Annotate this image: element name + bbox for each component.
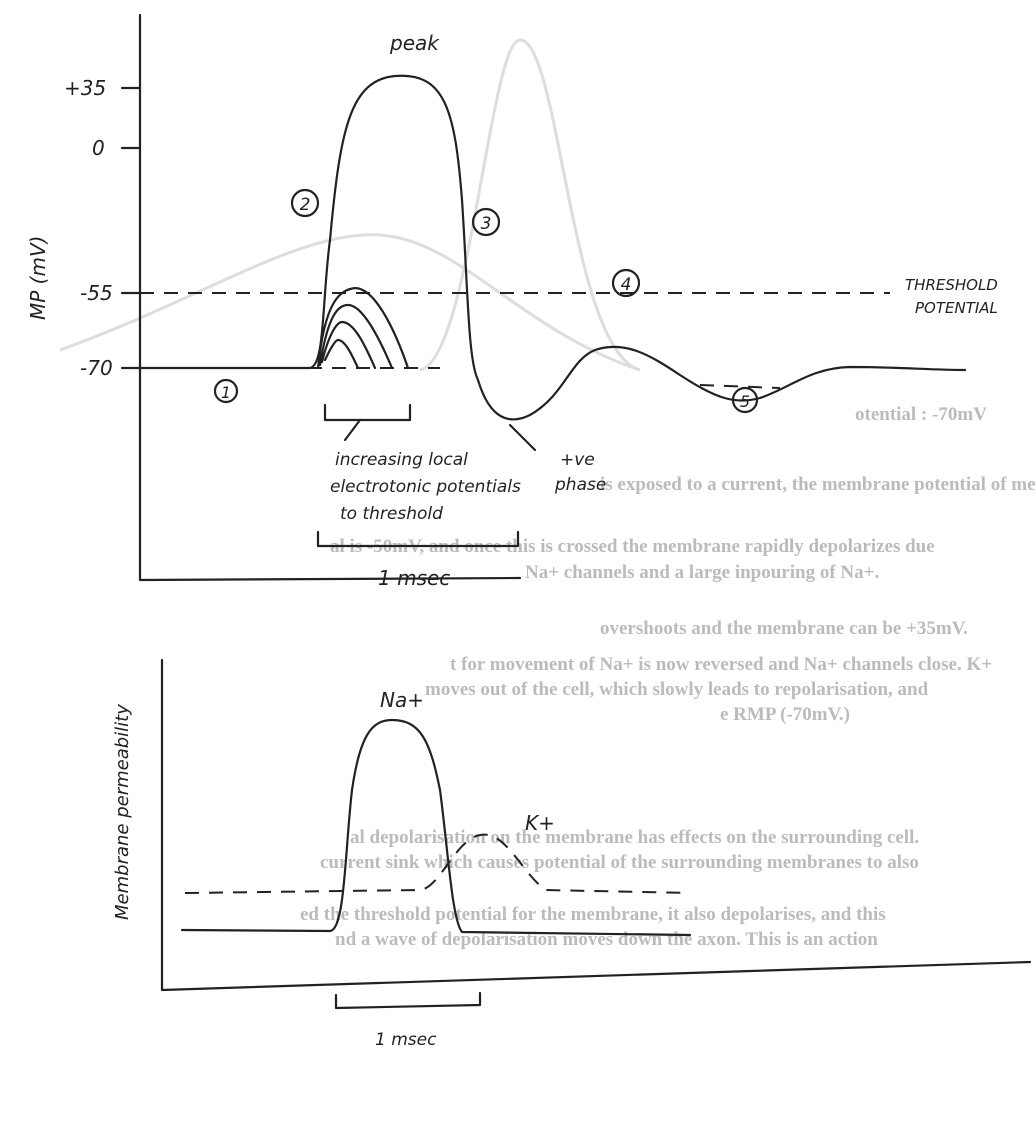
- bg-line: current sink which causes potential of t…: [320, 852, 919, 873]
- note: phase: [554, 475, 606, 495]
- note: to threshold: [340, 504, 443, 524]
- tick-label: -70: [80, 356, 113, 380]
- na-label: Na+: [380, 688, 424, 712]
- note: increasing local: [335, 450, 468, 470]
- bg-line: Na+ channels and a large inpouring of Na…: [525, 562, 879, 583]
- paper: [0, 0, 1036, 1142]
- note: electrotonic potentials: [330, 477, 521, 497]
- bg-line: e RMP (-70mV.): [720, 704, 850, 725]
- bg-line: t for movement of Na+ is now reversed an…: [450, 654, 992, 675]
- tick-label: -55: [80, 281, 113, 305]
- tick-label: +35: [64, 76, 106, 100]
- y-axis-label: Membrane permeability: [112, 704, 133, 920]
- threshold-label: POTENTIAL: [915, 299, 998, 317]
- phase-number: 4: [621, 275, 632, 295]
- threshold-label: THRESHOLD: [905, 276, 998, 294]
- tick-label: 0: [92, 136, 105, 160]
- bg-line: moves out of the cell, which slowly lead…: [425, 679, 929, 700]
- bg-line: ed the threshold potential for the membr…: [300, 904, 886, 925]
- duration-label: 1 msec: [375, 1030, 437, 1050]
- k-label: K+: [525, 811, 555, 835]
- phase-number: 3: [481, 214, 492, 234]
- bg-line: nd a wave of depolarisation moves down t…: [335, 929, 878, 950]
- phase-number: 2: [300, 195, 311, 215]
- bg-line: overshoots and the membrane can be +35mV…: [600, 618, 968, 639]
- diagram: otential : -70mV is exposed to a current…: [0, 0, 1036, 1142]
- bg-line: otential : -70mV: [855, 404, 987, 425]
- peak-label: peak: [389, 31, 440, 55]
- note: +ve: [560, 450, 595, 470]
- bg-line: is exposed to a current, the membrane po…: [600, 474, 1036, 495]
- phase-number: 1: [221, 383, 231, 402]
- y-axis-label: MP (mV): [26, 236, 50, 320]
- phase-number: 5: [740, 392, 750, 411]
- duration-label: 1 msec: [378, 566, 450, 590]
- bg-line: al depolarisation on the membrane has ef…: [350, 827, 919, 848]
